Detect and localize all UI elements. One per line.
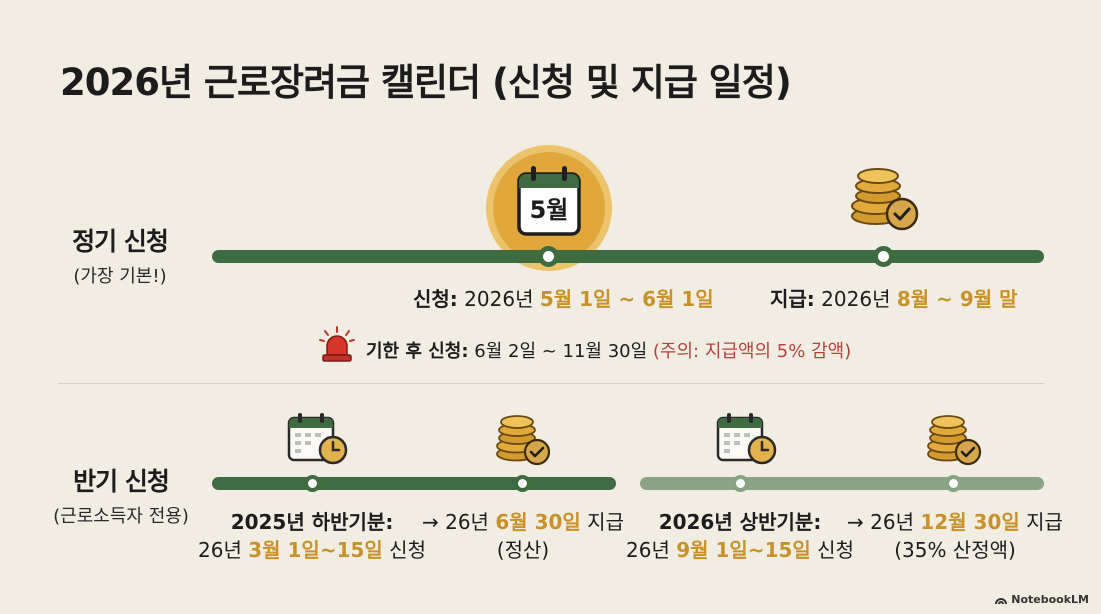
calendar-icon <box>517 166 581 236</box>
first-period: 2025년 하반기분: <box>230 510 394 534</box>
notebooklm-badge: NotebookLM <box>995 593 1089 606</box>
regular-pay-dates: 8월 ~ 9월 말 <box>896 287 1018 311</box>
first-pay-node <box>514 475 531 492</box>
semiannual-label: 반기 신청 <box>73 467 170 496</box>
first-pay-prefix: → 26년 <box>421 510 496 534</box>
second-apply-year: 26년 <box>626 538 677 562</box>
first-pay-note: (정산) <box>496 538 550 562</box>
calendar-clock-icon <box>716 413 777 465</box>
first-apply-node <box>304 475 321 492</box>
branding-text: NotebookLM <box>1011 593 1089 606</box>
check-icon <box>954 438 982 466</box>
semiannual-first-track <box>212 477 616 490</box>
first-pay-date: 6월 30일 <box>495 510 581 534</box>
regular-pay-year: 2026년 <box>814 287 897 311</box>
calendar-clock-icon <box>287 413 348 465</box>
second-pay-note: (35% 산정액) <box>894 538 1016 562</box>
semiannual-second-track <box>640 477 1044 490</box>
regular-pay-text: 지급: 2026년 8월 ~ 9월 말 <box>770 283 1018 312</box>
regular-apply-year: 2026년 <box>457 287 540 311</box>
second-period: 2026년 상반기분: <box>658 510 822 534</box>
second-pay-prefix: → 26년 <box>847 510 921 534</box>
late-prefix: 기한 후 신청: <box>366 341 469 362</box>
coin-stack-icon <box>851 168 919 231</box>
notebooklm-logo-icon <box>995 597 1008 604</box>
calendar-highlight <box>486 145 612 271</box>
check-icon <box>523 438 551 466</box>
page-title: 2026년 근로장려금 캘린더 (신청 및 지급 일정) <box>60 61 792 104</box>
first-apply-text: 2025년 하반기분: 26년 3월 1일~15일 신청 <box>192 508 432 564</box>
regular-label: 정기 신청 <box>72 227 169 256</box>
second-apply-text: 2026년 상반기분: 26년 9월 1일~15일 신청 <box>620 508 860 564</box>
regular-pay-prefix: 지급: <box>770 287 815 311</box>
section-divider <box>58 383 1044 384</box>
first-apply-dates: 3월 1일~15일 <box>248 538 383 562</box>
regular-timeline-track <box>212 250 1044 263</box>
late-application-text: 기한 후 신청: 6월 2일 ~ 11월 30일 (주의: 지급액의 5% 감액… <box>366 337 851 363</box>
regular-apply-dates: 5월 1일 ~ 6월 1일 <box>539 287 714 311</box>
calendar-month: 5월 <box>529 196 569 224</box>
first-pay-suffix: 지급 <box>580 510 624 534</box>
second-apply-dates: 9월 1일~15일 <box>676 538 811 562</box>
second-pay-text: → 26년 12월 30일 지급 (35% 산정액) <box>820 508 1090 564</box>
second-pay-node <box>945 475 962 492</box>
second-apply-node <box>732 475 749 492</box>
first-pay-text: → 26년 6월 30일 지급 (정산) <box>403 508 643 564</box>
regular-pay-node <box>873 246 894 267</box>
first-apply-year: 26년 <box>198 538 249 562</box>
first-apply-suffix: 신청 <box>382 538 426 562</box>
late-warning: (주의: 지급액의 5% 감액) <box>652 341 852 362</box>
semiannual-label-group: 반기 신청 (근로소득자 전용) <box>44 462 198 528</box>
second-apply-suffix: 신청 <box>810 538 854 562</box>
regular-label-group: 정기 신청 (가장 기본!) <box>50 222 190 288</box>
regular-apply-node <box>538 246 559 267</box>
coin-stack-icon <box>496 415 551 466</box>
regular-apply-prefix: 신청: <box>413 287 458 311</box>
coin-stack-icon <box>927 415 982 466</box>
check-icon <box>885 197 919 231</box>
regular-apply-text: 신청: 2026년 5월 1일 ~ 6월 1일 <box>413 283 714 312</box>
siren-icon <box>319 326 355 362</box>
second-pay-suffix: 지급 <box>1019 510 1063 534</box>
regular-sub: (가장 기본!) <box>73 266 167 287</box>
second-pay-date: 12월 30일 <box>920 510 1020 534</box>
late-dates: 6월 2일 ~ 11월 30일 <box>468 341 653 362</box>
semiannual-sub: (근로소득자 전용) <box>53 506 189 527</box>
